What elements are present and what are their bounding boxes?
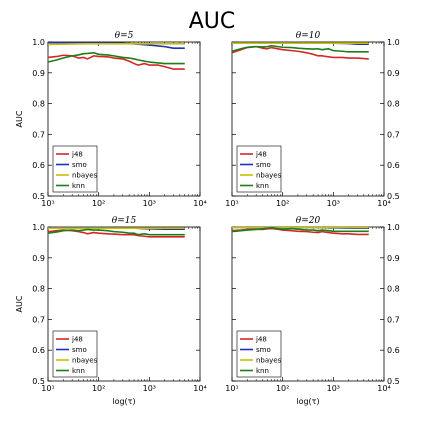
series-line-knn xyxy=(232,226,369,233)
y-tick-label: 0.5 xyxy=(387,377,400,386)
legend-label-nbayes: nbayes xyxy=(72,357,98,365)
x-tick-label: 10¹ xyxy=(225,199,238,208)
x-tick-label: 10³ xyxy=(143,384,156,393)
legend-label-j48: j48 xyxy=(71,336,83,344)
x-tick-label: 10¹ xyxy=(225,384,238,393)
y-tick-label: 0.9 xyxy=(387,254,400,263)
x-tick-label: 10¹ xyxy=(41,199,54,208)
series-line-j48 xyxy=(48,54,185,70)
y-tick-label: 1.0 xyxy=(387,38,400,47)
y-axis-label: AUC xyxy=(15,110,24,127)
plot-frame xyxy=(47,226,201,382)
legend-label-smo: smo xyxy=(72,346,87,354)
legend: j48 smo nbayes knn xyxy=(52,330,98,378)
panel-title: θ=5 xyxy=(115,31,134,41)
series-line-knn xyxy=(48,51,185,65)
legend-label-smo: smo xyxy=(256,161,271,169)
y-tick-label: 0.9 xyxy=(387,69,400,78)
legend-label-j48: j48 xyxy=(255,151,267,159)
y-tick-label: 0.7 xyxy=(387,315,400,324)
legend: j48 smo nbayes knn xyxy=(236,330,282,378)
panel-title: θ=20 xyxy=(296,216,321,226)
legend-label-j48: j48 xyxy=(255,336,267,344)
y-tick-label: 0.7 xyxy=(32,315,45,324)
x-tick-label: 10⁴ xyxy=(377,384,390,393)
series-line-knn xyxy=(232,44,369,53)
y-tick-label: 1.0 xyxy=(32,223,45,232)
x-axis-label: log(τ) xyxy=(296,397,319,406)
chart-panel-3: θ=15 10¹ 10² 10³ 10⁴ 0.5 0.6 0.7 0.8 0.9 1.0 AUC log… xyxy=(15,216,207,406)
legend-label-nbayes: nbayes xyxy=(256,357,282,365)
y-tick-label: 0.8 xyxy=(32,285,45,294)
series-line-nbayes xyxy=(48,43,185,46)
plot-frame xyxy=(47,41,201,197)
y-tick-label: 0.5 xyxy=(32,192,45,201)
panel-title: θ=10 xyxy=(296,31,321,41)
legend-label-nbayes: nbayes xyxy=(72,172,98,180)
x-tick-label: 10⁴ xyxy=(377,199,390,208)
y-tick-label: 1.0 xyxy=(32,38,45,47)
y-tick-label: 0.5 xyxy=(32,377,45,386)
series-group xyxy=(48,226,185,238)
x-tick-label: 10⁴ xyxy=(193,199,206,208)
legend: j48 smo nbayes knn xyxy=(236,145,282,193)
y-tick-label: 0.9 xyxy=(32,69,45,78)
y-tick-label: 0.5 xyxy=(387,192,400,201)
x-tick-label: 10⁴ xyxy=(193,384,206,393)
figure-title: AUC xyxy=(189,9,236,34)
y-tick-label: 0.8 xyxy=(387,285,400,294)
series-group xyxy=(48,41,185,70)
y-tick-label: 0.6 xyxy=(32,346,45,355)
y-tick-label: 0.6 xyxy=(387,346,400,355)
y-tick-label: 0.7 xyxy=(387,130,400,139)
legend-label-smo: smo xyxy=(256,346,271,354)
panel-title: θ=15 xyxy=(112,216,137,226)
y-tick-label: 0.8 xyxy=(32,100,45,109)
y-tick-label: 0.6 xyxy=(387,161,400,170)
legend-label-j48: j48 xyxy=(71,151,83,159)
x-tick-label: 10² xyxy=(92,199,105,208)
y-tick-label: 0.6 xyxy=(32,161,45,170)
legend-label-knn: knn xyxy=(72,182,85,190)
x-tick-label: 10³ xyxy=(327,199,340,208)
x-tick-label: 10³ xyxy=(327,384,340,393)
y-axis-label: AUC xyxy=(15,295,24,312)
legend-label-smo: smo xyxy=(72,161,87,169)
series-group xyxy=(232,41,369,60)
y-tick-label: 1.0 xyxy=(387,223,400,232)
x-tick-label: 10³ xyxy=(143,199,156,208)
x-tick-label: 10¹ xyxy=(41,384,54,393)
legend-label-knn: knn xyxy=(256,367,269,375)
legend-label-nbayes: nbayes xyxy=(256,172,282,180)
y-tick-label: 0.8 xyxy=(387,100,400,109)
x-tick-label: 10² xyxy=(276,199,289,208)
y-tick-label: 0.7 xyxy=(32,130,45,139)
legend: j48 smo nbayes knn xyxy=(52,145,98,193)
legend-label-knn: knn xyxy=(72,367,85,375)
legend-label-knn: knn xyxy=(256,182,269,190)
x-axis-label: log(τ) xyxy=(112,397,135,406)
series-group xyxy=(232,226,369,236)
chart-panel-1: θ=5 10¹ 10² 10³ 10⁴ 0.5 0.6 0.7 0.8 0.9 1.0 AUC j48 s… xyxy=(15,31,207,208)
series-line-knn xyxy=(48,228,185,236)
legend-box xyxy=(52,145,98,193)
x-tick-label: 10² xyxy=(276,384,289,393)
x-tick-label: 10² xyxy=(92,384,105,393)
y-tick-label: 0.9 xyxy=(32,254,45,263)
